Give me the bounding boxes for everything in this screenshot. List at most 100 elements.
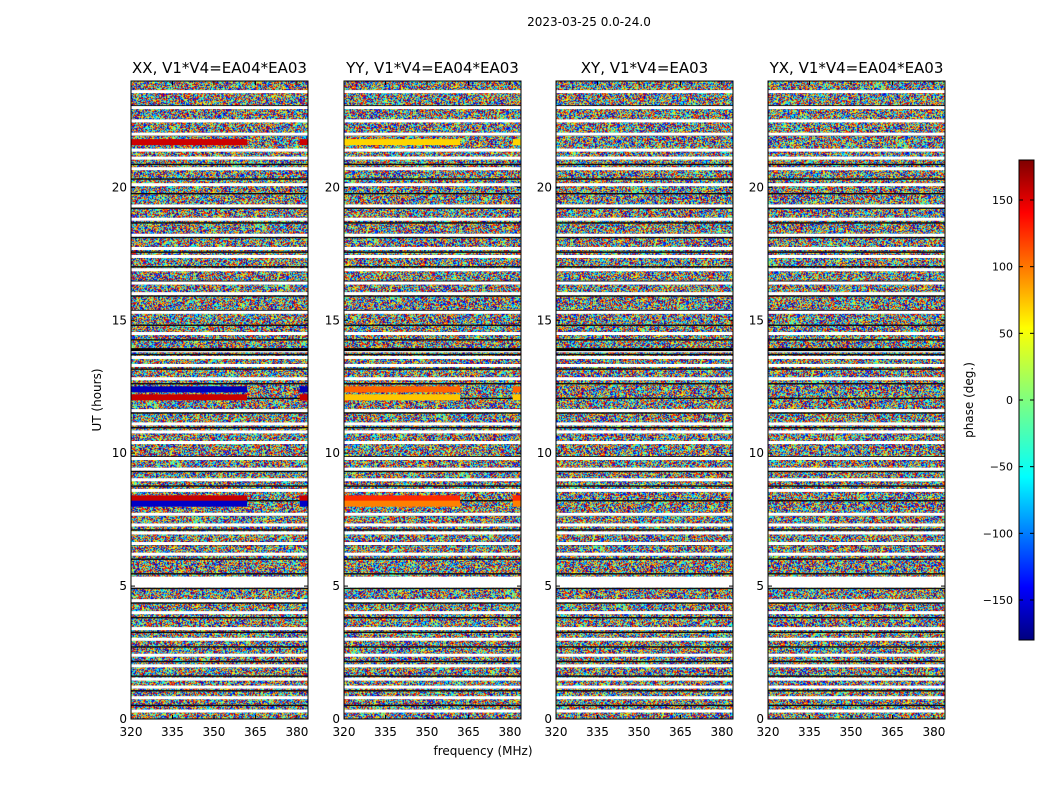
flagged-row (556, 627, 733, 631)
flagged-row (131, 310, 308, 314)
row-separator (344, 192, 521, 195)
flagged-row (131, 167, 308, 171)
panel-frame (130, 80, 309, 720)
row-separator (768, 573, 945, 575)
x-tick-label: 380 (498, 725, 521, 739)
row-separator (344, 309, 521, 312)
row-separator (344, 324, 521, 326)
panel-title: XX, V1*V4=EA04*EA03 (132, 59, 307, 77)
flagged-row (768, 106, 945, 110)
flagged-row (768, 576, 945, 580)
row-separator (344, 236, 521, 239)
row-separator (344, 631, 521, 634)
flagged-row (344, 363, 521, 367)
dark-row (131, 348, 308, 352)
flagged-row (556, 478, 733, 482)
phase-band (344, 386, 461, 393)
flagged-row (556, 281, 733, 285)
flagged-row (344, 467, 521, 471)
y-tick-label: 10 (325, 446, 340, 460)
flagged-gap (768, 579, 945, 588)
row-separator (344, 660, 521, 663)
row-separator (344, 105, 521, 107)
flagged-row (556, 441, 733, 445)
flagged-row (556, 183, 733, 187)
row-separator (556, 573, 733, 575)
row-separator (344, 222, 521, 224)
row-separator (344, 426, 521, 429)
flagged-row (131, 456, 308, 460)
flagged-row (344, 478, 521, 482)
phase-band-edge (299, 394, 308, 401)
row-separator (556, 675, 733, 677)
row-separator (131, 573, 308, 575)
row-separator (131, 192, 308, 195)
x-tick-label: 380 (922, 725, 945, 739)
flagged-row (344, 233, 521, 237)
colorbar: 150 100 50 0 −50 −100 −150 phase (deg.) (962, 159, 1035, 641)
phase-noise-texture (556, 81, 733, 719)
flagged-row (131, 217, 308, 221)
row-separator (131, 207, 308, 209)
flagged-row (131, 611, 308, 615)
row-separator (768, 266, 945, 268)
flagged-row (344, 132, 521, 136)
flagged-row (768, 409, 945, 413)
flagged-row (131, 552, 308, 556)
row-separator (131, 251, 308, 253)
flagged-row (131, 531, 308, 535)
flagged-row (131, 478, 308, 482)
panel-frame (767, 80, 946, 720)
row-separator (556, 251, 733, 253)
row-separator (768, 178, 945, 180)
flagged-row (131, 183, 308, 187)
flagged-row (768, 653, 945, 657)
flagged-row (768, 233, 945, 237)
row-separator (344, 704, 521, 707)
flagged-row (344, 653, 521, 657)
row-separator (768, 251, 945, 253)
flagged-row (344, 599, 521, 603)
row-separator (344, 251, 521, 253)
row-separator (131, 616, 308, 619)
flagged-row (768, 523, 945, 527)
row-separator (131, 309, 308, 312)
row-separator (131, 236, 308, 239)
flagged-row (556, 156, 733, 160)
flagged-row (131, 119, 308, 123)
flagged-gap (344, 579, 521, 588)
phase-band (131, 386, 248, 393)
flagged-row (131, 281, 308, 285)
row-separator (768, 192, 945, 195)
flagged-row (344, 627, 521, 631)
row-separator (556, 178, 733, 180)
flagged-row (768, 456, 945, 460)
heatmap-panel: XY, V1*V4=EA03 320 335 350 365 380 0 5 10 15 20 (537, 59, 734, 739)
row-separator (344, 412, 521, 414)
y-tick-label: 10 (112, 446, 127, 460)
flagged-row (768, 119, 945, 123)
phase-band-edge (299, 500, 308, 507)
flagged-row (768, 627, 945, 631)
flagged-row (344, 355, 521, 359)
panel-frame (555, 80, 734, 720)
flagged-row (344, 430, 521, 434)
flagged-row (768, 488, 945, 492)
flagged-row (556, 677, 733, 681)
flagged-row (768, 204, 945, 208)
flagged-row (556, 664, 733, 668)
flagged-row (131, 696, 308, 700)
row-separator (556, 266, 733, 268)
flagged-row (131, 204, 308, 208)
y-tick-label: 15 (749, 313, 764, 327)
x-tick-label: 380 (710, 725, 733, 739)
flagged-row (344, 512, 521, 516)
flagged-row (556, 204, 733, 208)
row-separator (131, 704, 308, 707)
flagged-row (768, 132, 945, 136)
row-separator (344, 616, 521, 619)
row-separator (344, 266, 521, 268)
flagged-row (768, 542, 945, 546)
flagged-row (344, 119, 521, 123)
flagged-row (556, 355, 733, 359)
